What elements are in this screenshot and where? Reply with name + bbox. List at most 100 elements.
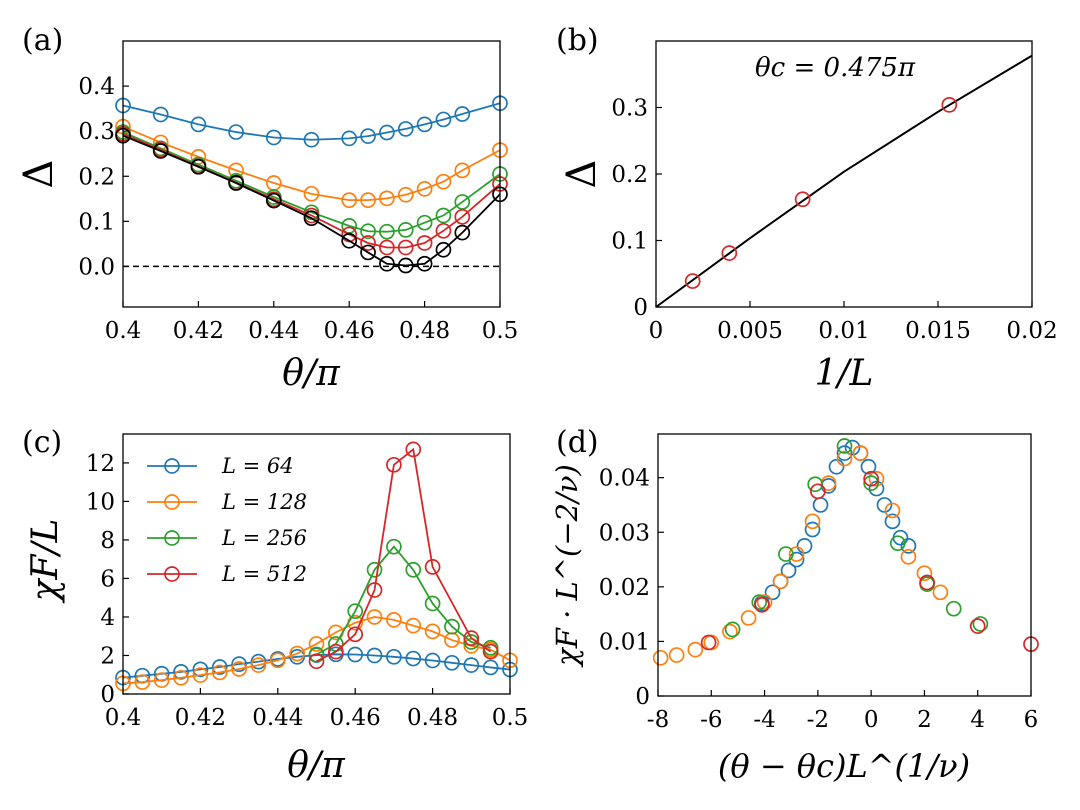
pd-x-tick-label: -4: [753, 707, 775, 733]
pa-x-tick-label: 0.4: [105, 318, 142, 344]
data-point-L128: [379, 190, 395, 207]
series-L64: [754, 439, 917, 612]
data-point-L512: [397, 239, 414, 256]
pd-x-tick-label: 4: [970, 707, 985, 733]
data-point-L64: [884, 513, 901, 530]
panel-c-y-axis-label: χF/L: [25, 519, 66, 605]
data-point-L64: [860, 458, 877, 475]
pc-x-tick-label: 0.44: [252, 705, 303, 731]
data-point-L256: [435, 207, 452, 224]
series-line-L512: [316, 447, 492, 663]
data-point-L256: [454, 194, 471, 210]
data-point-L64: [360, 128, 376, 144]
data-point-L512: [794, 191, 811, 208]
data-point-L64: [836, 445, 853, 461]
panel-b-x-ticks: 0 0.005 0.01 0.015 0.02: [649, 301, 1058, 344]
data-point-L64: [303, 131, 320, 148]
data-point-L256: [889, 535, 906, 552]
data-point-L256: [341, 217, 358, 234]
data-point-L128: [173, 669, 189, 686]
data-point-L512: [463, 630, 480, 646]
panel-a-series: [115, 95, 508, 274]
data-point-L128: [211, 664, 228, 681]
data-point-L64: [416, 116, 433, 133]
pb-x-tick-label: 0.015: [905, 318, 971, 344]
data-point-L128: [289, 645, 305, 662]
data-point-L512: [366, 582, 383, 598]
data-point-L512: [386, 456, 402, 473]
panel-c-frame: [122, 433, 511, 695]
panel-b: (b) 0 0.005 0.01 0.015 0.02 0 0.1 0.2 0.3 θc = …: [556, 23, 1058, 394]
legend-label-L64: L = 64: [221, 454, 294, 478]
data-point-L128: [416, 181, 433, 197]
data-point-L64: [397, 121, 414, 137]
pa-y-tick-label: 0.0: [78, 254, 115, 280]
pc-y-tick-label: 10: [86, 489, 115, 515]
series-line-L64: [122, 653, 511, 679]
panel-d-label: (d): [556, 425, 599, 460]
data-point-L64: [341, 130, 358, 147]
series-line-L64: [122, 102, 501, 141]
pc-x-tick-label: 0.48: [407, 705, 458, 731]
pc-x-tick-label: 0.4: [105, 705, 142, 731]
panel-d-y-axis-label: χF · L^(−2/ν): [550, 464, 584, 668]
series-L64: [115, 95, 508, 148]
legend-label-L256: L = 256: [221, 526, 307, 550]
data-point-L64: [424, 652, 441, 669]
data-point-L512: [754, 596, 770, 613]
panel-a-frame: [122, 40, 501, 308]
data-point-L512: [700, 634, 717, 651]
pa-y-tick-label: 0.3: [78, 119, 115, 145]
pd-x-tick-label: 0: [864, 707, 879, 733]
data-point-L64: [812, 497, 829, 513]
pc-y-tick-label: 8: [100, 528, 115, 554]
data-point-L64: [386, 648, 402, 665]
panel-d-series: [652, 438, 1039, 666]
data-point-L128: [772, 573, 789, 590]
data-point-L64: [828, 458, 845, 475]
pa-x-tick-label: 0.46: [324, 318, 375, 344]
data-point-L128: [153, 672, 170, 688]
pb-y-tick-label: 0.3: [611, 96, 648, 122]
data-point-L512: [810, 483, 826, 500]
pd-x-tick-label: -8: [647, 707, 669, 733]
data-point-L128: [740, 610, 757, 626]
data-point-L256: [405, 561, 422, 578]
data-point-L128: [134, 674, 151, 690]
pd-x-tick-label: 6: [1024, 707, 1039, 733]
data-point-L256: [836, 438, 853, 454]
panel-c-x-axis-label: θ/π: [287, 745, 346, 786]
pd-y-tick-label: 0.03: [599, 520, 650, 546]
data-point-L512: [308, 653, 325, 670]
panel-c: (c) 0.4 0.42 0.44 0.46 0.48 0.5 0 2 4 6 8 10 12 L =…: [22, 425, 528, 786]
legend-marker-L128: [164, 494, 180, 510]
series-L256: [724, 438, 989, 638]
data-point-L64: [405, 650, 422, 667]
panel-a: (a) 0.4 0.42 0.44 0.46 0.48 0.5 0.00.10.20.30…: [16, 23, 518, 394]
data-point-Linf: [416, 255, 433, 272]
data-point-L64: [876, 497, 893, 513]
panel-d-frame: [657, 433, 1032, 697]
data-point-Linf: [303, 210, 320, 227]
data-point-L128: [250, 657, 267, 673]
pc-y-tick-label: 6: [100, 566, 115, 592]
panel-d-x-axis-label: (θ − θc)L^(1/ν): [718, 747, 970, 785]
data-point-L256: [724, 621, 741, 638]
data-point-L512: [416, 235, 433, 251]
series-line-L256: [316, 545, 491, 656]
data-point-L128: [269, 652, 286, 669]
series-line-L512: [122, 133, 501, 249]
data-point-L64: [900, 538, 917, 554]
data-point-L512: [435, 222, 452, 239]
data-point-L64: [231, 656, 247, 672]
data-point-L64: [379, 124, 395, 141]
pb-x-tick-label: 0.02: [1006, 318, 1057, 344]
series-L512: [684, 96, 958, 289]
data-point-L64: [454, 106, 471, 122]
data-point-L128: [722, 623, 738, 640]
data-point-L512: [379, 239, 395, 256]
data-point-L64: [347, 646, 364, 663]
data-point-L512: [969, 618, 986, 634]
data-point-L128: [788, 546, 805, 562]
